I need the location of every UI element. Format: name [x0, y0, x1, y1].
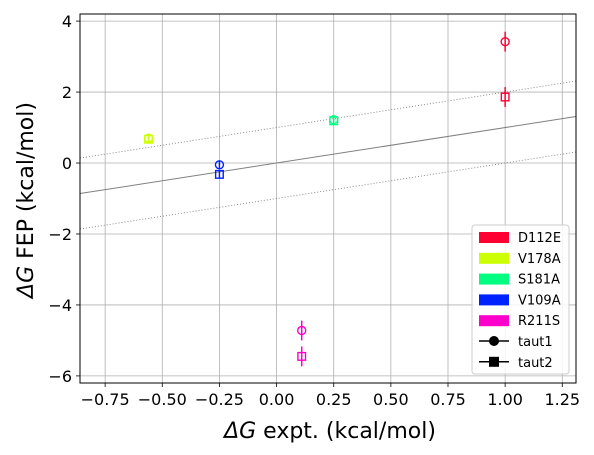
legend-label: taut2 — [518, 356, 553, 371]
x-tick-label: 1.00 — [487, 390, 523, 409]
legend-label: V109A — [518, 293, 561, 308]
y-axis-label: ΔG FEP (kcal/mol) — [14, 102, 39, 300]
y-tick-label: −6 — [48, 367, 72, 386]
axis-ticks: −0.75 −0.50 −0.25 0.00 0.25 0.50 0.75 1.00 1.25 −… — [48, 12, 580, 409]
data-point-taut1 — [214, 160, 225, 170]
legend-label: S181A — [518, 273, 560, 288]
legend-label: taut1 — [518, 335, 553, 350]
x-tick-label: 1.25 — [544, 390, 580, 409]
data-point-taut1 — [500, 36, 510, 47]
x-tick-label: −0.75 — [81, 390, 130, 409]
x-axis-label: ΔG expt. (kcal/mol) — [222, 419, 436, 444]
legend-swatch — [479, 294, 509, 306]
reference-band-line — [79, 151, 577, 230]
data-point-taut2 — [500, 92, 510, 102]
data-point-taut2 — [214, 169, 224, 179]
x-tick-label: −0.25 — [195, 390, 244, 409]
legend-swatch — [479, 232, 509, 243]
legend-marker-circle — [489, 336, 499, 346]
x-tick-label: 0.75 — [430, 390, 466, 409]
y-tick-label: 4 — [62, 12, 72, 31]
x-tick-label: 0.00 — [259, 390, 295, 409]
data-point-taut2 — [297, 351, 307, 361]
data-point-taut2 — [329, 116, 339, 126]
plot-frame — [79, 13, 577, 384]
legend: D112E V178A S181A V109A R211S taut1 taut2 — [471, 224, 570, 375]
data-points — [143, 31, 510, 367]
x-tick-label: 0.25 — [316, 390, 352, 409]
legend-label: D112E — [518, 231, 561, 246]
legend-marker-square — [489, 356, 499, 367]
reference-line — [79, 116, 577, 195]
y-tick-label: 2 — [62, 83, 72, 102]
legend-label: V178A — [518, 252, 561, 267]
legend-label: R211S — [518, 314, 560, 329]
y-tick-label: −4 — [48, 296, 72, 315]
reference-lines — [79, 80, 577, 230]
y-tick-label: 0 — [62, 154, 72, 173]
y-tick-label: −2 — [48, 225, 72, 244]
grid — [80, 14, 576, 383]
legend-swatch — [479, 273, 509, 285]
data-point-taut2 — [144, 134, 154, 144]
legend-swatch — [479, 315, 509, 327]
legend-swatch — [479, 252, 509, 264]
x-tick-label: 0.50 — [373, 390, 409, 409]
x-tick-label: −0.50 — [138, 390, 187, 409]
data-point-taut1 — [297, 325, 307, 336]
